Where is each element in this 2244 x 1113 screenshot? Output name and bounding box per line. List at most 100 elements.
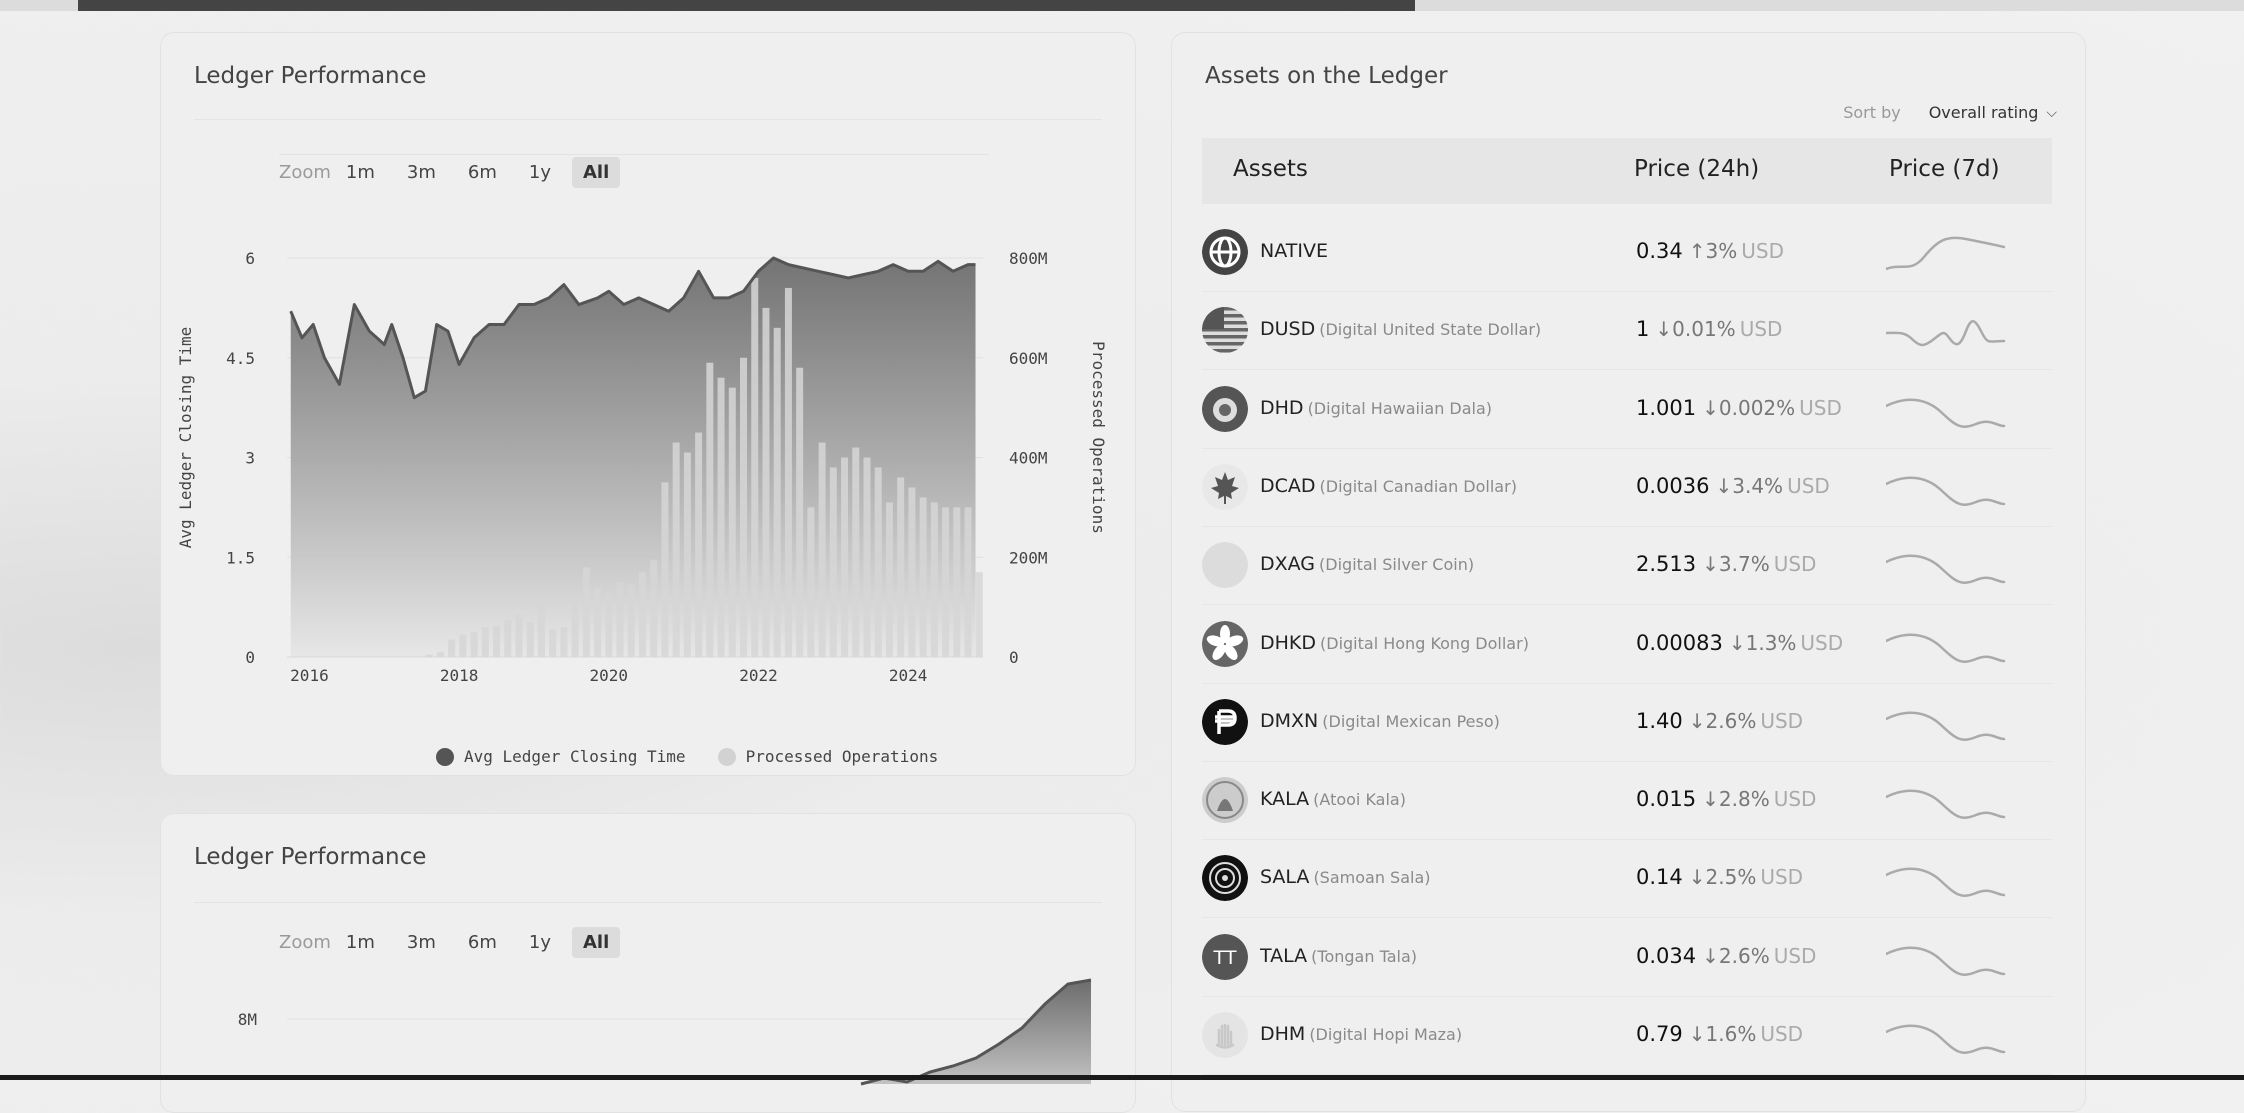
ledger-performance-chart-2[interactable]: 8M	[161, 814, 1136, 1113]
operations-bar[interactable]	[470, 632, 478, 657]
operations-bar[interactable]	[459, 634, 467, 657]
zoom-3m-button[interactable]: 3m	[406, 161, 436, 183]
asset-full-name: (Samoan Sala)	[1313, 868, 1431, 888]
price-change: ↓2.8%	[1702, 787, 1770, 811]
operations-bar[interactable]	[683, 452, 691, 657]
maple-leaf-icon	[1202, 463, 1248, 510]
operations-bar[interactable]	[560, 627, 568, 657]
operations-bar[interactable]	[672, 442, 680, 657]
operations-bar[interactable]	[897, 477, 905, 657]
operations-bar[interactable]	[661, 482, 669, 657]
asset-row-dcad[interactable]: DCAD (Digital Canadian Dollar) 0.0036 ↓3.4%…	[1202, 448, 2052, 527]
sort-dropdown[interactable]: Sort by Overall rating ⌵	[1843, 103, 2057, 122]
operations-bar[interactable]	[751, 277, 759, 657]
operations-bar[interactable]	[627, 584, 635, 657]
operations-bar[interactable]	[919, 497, 927, 657]
zoom-3m-button[interactable]: 3m	[406, 931, 436, 953]
operations-bar[interactable]	[436, 652, 444, 657]
sparkline-7d	[1886, 633, 2006, 663]
header-price-24h[interactable]: Price (24h)	[1634, 156, 1760, 182]
operations-bar[interactable]	[638, 572, 646, 657]
price-value: 0.015	[1636, 787, 1697, 812]
operations-bar[interactable]	[481, 627, 489, 657]
zoom-1m-button[interactable]: 1m	[345, 931, 375, 953]
zoom-all-button[interactable]: All	[572, 156, 621, 188]
asset-row-dmxn[interactable]: DMXN (Digital Mexican Peso) 1.40 ↓2.6% USD	[1202, 683, 2052, 762]
operations-bar[interactable]	[650, 559, 658, 657]
operations-bar[interactable]	[728, 387, 736, 657]
operations-bar[interactable]	[425, 654, 433, 657]
asset-row-dxag[interactable]: DXAG (Digital Silver Coin) 2.513 ↓3.7% USD	[1202, 526, 2052, 606]
operations-bar[interactable]	[571, 599, 579, 657]
operations-bar[interactable]	[953, 507, 961, 657]
operations-bar[interactable]	[908, 487, 916, 657]
header-price-7d[interactable]: Price (7d)	[1889, 156, 2000, 182]
operations-bar[interactable]	[515, 614, 523, 657]
currency: USD	[1773, 787, 1817, 812]
currency: USD	[1760, 1022, 1804, 1046]
zoom-controls: Zoom 1m 3m 6m 1y All	[279, 155, 630, 189]
asset-row-native[interactable]: NATIVE 0.34 ↑3% USD	[1202, 213, 2052, 292]
operations-bar[interactable]	[930, 502, 938, 657]
asset-row-dhkd[interactable]: DHKD (Digital Hong Kong Dollar) 0.00083 ↓1.…	[1202, 605, 2052, 684]
price-change: ↓3.4%	[1715, 474, 1783, 498]
zoom-6m-button[interactable]: 6m	[467, 931, 497, 953]
asset-price: 1.40 ↓2.6% USD	[1636, 709, 1803, 733]
asset-row-sala[interactable]: SALA (Samoan Sala) 0.14 ↓2.5% USD	[1202, 839, 2052, 919]
operations-bar[interactable]	[818, 442, 826, 657]
operations-bar[interactable]	[706, 362, 714, 657]
operations-bar[interactable]	[549, 629, 557, 657]
operations-bar[interactable]	[717, 377, 725, 657]
sparkline-path	[1886, 236, 2006, 271]
operations-bar[interactable]	[975, 572, 983, 657]
asset-row-tala[interactable]: TT TALA (Tongan Tala) 0.034 ↓2.6% USD	[1202, 918, 2052, 997]
us-flag-icon	[1202, 307, 1248, 354]
operations-bar[interactable]	[594, 587, 602, 657]
change-arrow-icon: ↓	[1655, 317, 1673, 342]
operations-bar[interactable]	[504, 619, 512, 657]
asset-row-dhd[interactable]: DHD (Digital Hawaiian Dala) 1.001 ↓0.002% US…	[1202, 370, 2052, 449]
operations-bar[interactable]	[695, 432, 703, 657]
operations-bar[interactable]	[784, 287, 792, 657]
zoom-1y-button[interactable]: 1y	[528, 161, 551, 183]
operations-bar[interactable]	[773, 327, 781, 657]
header-assets[interactable]: Assets	[1233, 156, 1308, 182]
operations-bar[interactable]	[863, 457, 871, 658]
asset-name: DXAG (Digital Silver Coin)	[1260, 553, 1474, 575]
operations-bar[interactable]	[493, 626, 501, 657]
asset-price: 1 ↓0.01% USD	[1636, 317, 1782, 341]
operations-bar[interactable]	[829, 467, 837, 657]
asset-row-dusd[interactable]: DUSD (Digital United State Dollar) 1 ↓0.01%…	[1202, 291, 2052, 371]
operations-bar[interactable]	[526, 622, 534, 657]
operations-bar[interactable]	[852, 447, 860, 657]
operations-bar[interactable]	[807, 507, 815, 657]
operations-bar[interactable]	[885, 502, 893, 657]
operations-bar[interactable]	[942, 507, 950, 657]
zoom-all-button[interactable]: All	[572, 926, 621, 958]
asset-code: DCAD	[1260, 474, 1316, 497]
operations-bar[interactable]	[841, 457, 849, 658]
operations-bar[interactable]	[537, 597, 545, 657]
zoom-1y-button[interactable]: 1y	[528, 931, 551, 953]
asset-name: DHD (Digital Hawaiian Dala)	[1260, 397, 1492, 419]
operations-bar[interactable]	[762, 307, 770, 657]
asset-full-name: (Digital Hopi Maza)	[1309, 1025, 1463, 1044]
operations-bar[interactable]	[964, 507, 972, 657]
zoom-6m-button[interactable]: 6m	[467, 161, 497, 183]
operations-bar[interactable]	[740, 357, 748, 657]
legend-item-closing-time[interactable]: Avg Ledger Closing Time	[436, 747, 686, 766]
operations-bar[interactable]	[605, 592, 613, 657]
asset-row-kala[interactable]: KALA (Atooi Kala) 0.015 ↓2.8% USD	[1202, 761, 2052, 841]
operations-bar[interactable]	[616, 582, 624, 657]
asset-price: 2.513 ↓3.7% USD	[1636, 552, 1816, 576]
operations-bar[interactable]	[448, 639, 456, 657]
asset-row-dhm[interactable]: DHM (Digital Hopi Maza) 0.79 ↓1.6% USD	[1202, 996, 2052, 1075]
operations-bar[interactable]	[874, 467, 882, 657]
closing-time-line[interactable]	[289, 256, 976, 400]
zoom-1m-button[interactable]: 1m	[345, 161, 375, 183]
y-right-tick-label: 200M	[1009, 548, 1048, 567]
ledger-performance-chart[interactable]: 0 1.5 3 4.5 6 0 200M 400M 600M 800M 2016 2018 2020 20…	[161, 33, 1136, 776]
legend-item-operations[interactable]: Processed Operations	[717, 747, 938, 766]
operations-bar[interactable]	[796, 367, 804, 657]
operations-bar[interactable]	[582, 567, 590, 657]
